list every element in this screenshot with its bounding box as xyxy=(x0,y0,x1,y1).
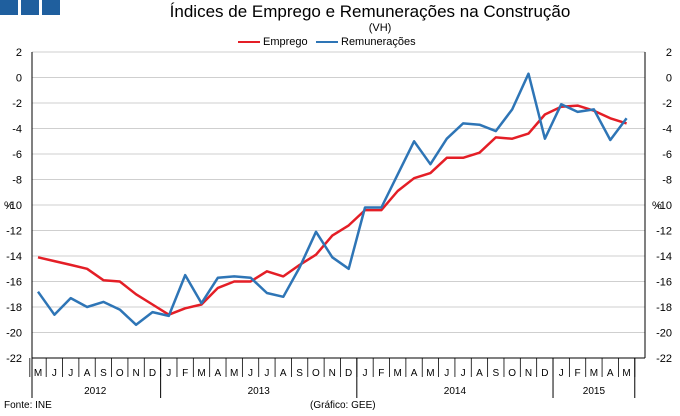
source-note: Fonte: INE xyxy=(4,400,52,411)
x-month-label: J xyxy=(52,368,57,379)
legend-item-remuneracoes: Remunerações xyxy=(316,36,416,48)
y-tick-label-left: -18 xyxy=(6,302,22,314)
x-month-label: F xyxy=(378,368,384,379)
x-year-label: 2013 xyxy=(248,386,271,397)
x-year-label: 2015 xyxy=(583,386,606,397)
x-month-label: M xyxy=(590,368,598,379)
y-tick-label-right: -22 xyxy=(656,353,672,365)
x-month-label: M xyxy=(622,368,630,379)
x-year-label: 2014 xyxy=(444,386,467,397)
legend-item-emprego: Emprego xyxy=(238,36,308,48)
x-month-label: S xyxy=(100,368,107,379)
series-line-remuneracoes xyxy=(36,72,628,327)
y-tick-label-left: -22 xyxy=(6,353,22,365)
x-month-label: A xyxy=(476,368,483,379)
x-month-label: M xyxy=(197,368,205,379)
y-axis-label-right: % xyxy=(652,200,662,212)
x-month-label: J xyxy=(559,368,564,379)
x-month-label: S xyxy=(492,368,499,379)
x-month-label: D xyxy=(345,368,352,379)
y-tick-label-left: 2 xyxy=(16,47,22,59)
brand-block-1 xyxy=(0,0,18,15)
chart-subtitle: (VH) xyxy=(368,22,392,34)
chart-title: Índices de Emprego e Remunerações na Con… xyxy=(169,2,571,21)
y-tick-label-left: -20 xyxy=(6,328,22,340)
legend-swatch-remuneracoes xyxy=(316,41,338,43)
y-tick-label-left: -4 xyxy=(12,124,22,136)
y-tick-label-left: 0 xyxy=(16,73,22,85)
y-tick-label-left: -10 xyxy=(6,200,22,212)
x-month-label: J xyxy=(363,368,368,379)
x-month-label: A xyxy=(215,368,222,379)
x-month-label: J xyxy=(248,368,253,379)
y-tick-label-left: -2 xyxy=(12,98,22,110)
x-month-label: F xyxy=(574,368,580,379)
x-month-label: A xyxy=(280,368,287,379)
x-month-label: J xyxy=(68,368,73,379)
y-tick-label-right: -14 xyxy=(656,251,672,263)
brand-block-2 xyxy=(21,0,39,15)
x-month-label: N xyxy=(525,368,532,379)
x-month-label: F xyxy=(182,368,188,379)
x-month-label: J xyxy=(444,368,449,379)
x-month-label: N xyxy=(329,368,336,379)
y-tick-label-left: -6 xyxy=(12,149,22,161)
x-month-label: O xyxy=(508,368,516,379)
y-tick-label-right: -4 xyxy=(662,124,672,136)
legend-swatch-emprego xyxy=(238,41,260,43)
y-tick-label-right: -2 xyxy=(662,98,672,110)
x-month-label: N xyxy=(132,368,139,379)
y-tick-label-right: 0 xyxy=(666,73,672,85)
x-month-label: A xyxy=(607,368,614,379)
x-month-label: S xyxy=(296,368,303,379)
y-tick-label-left: -12 xyxy=(6,226,22,238)
x-month-label: M xyxy=(426,368,434,379)
y-tick-label-left: -16 xyxy=(6,277,22,289)
x-month-label: O xyxy=(116,368,124,379)
legend-label-remuneracoes: Remunerações xyxy=(341,36,416,48)
x-month-label: D xyxy=(541,368,548,379)
y-tick-label-left: -8 xyxy=(12,175,22,187)
series-line-emprego xyxy=(37,104,627,316)
y-tick-label-right: -6 xyxy=(662,149,672,161)
x-month-label: D xyxy=(149,368,156,379)
credit-note: (Gráfico: GEE) xyxy=(310,400,376,411)
x-month-label: M xyxy=(394,368,402,379)
y-tick-label-right: -18 xyxy=(656,302,672,314)
x-month-label: A xyxy=(411,368,418,379)
x-month-label: O xyxy=(312,368,320,379)
x-month-label: J xyxy=(264,368,269,379)
x-month-label: M xyxy=(230,368,238,379)
x-month-label: J xyxy=(461,368,466,379)
legend-label-emprego: Emprego xyxy=(263,36,308,48)
y-tick-label-right: 2 xyxy=(666,47,672,59)
y-tick-label-right: -20 xyxy=(656,328,672,340)
x-month-label: M xyxy=(34,368,42,379)
x-year-label: 2012 xyxy=(84,386,107,397)
y-tick-label-right: -12 xyxy=(656,226,672,238)
y-tick-label-right: -10 xyxy=(656,200,672,212)
y-tick-label-right: -8 xyxy=(662,175,672,187)
brand-block-3 xyxy=(42,0,60,15)
y-axis-label-left: % xyxy=(4,200,14,212)
x-month-label: J xyxy=(166,368,171,379)
x-month-label: A xyxy=(84,368,91,379)
y-tick-label-left: -14 xyxy=(6,251,22,263)
y-tick-label-right: -16 xyxy=(656,277,672,289)
